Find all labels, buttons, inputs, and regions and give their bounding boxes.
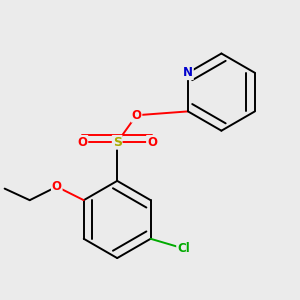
Text: S: S (113, 136, 122, 149)
Text: Cl: Cl (177, 242, 190, 255)
Text: O: O (52, 180, 62, 193)
Text: N: N (183, 66, 193, 79)
Text: O: O (77, 136, 87, 149)
Text: O: O (131, 109, 142, 122)
Text: O: O (147, 136, 157, 149)
